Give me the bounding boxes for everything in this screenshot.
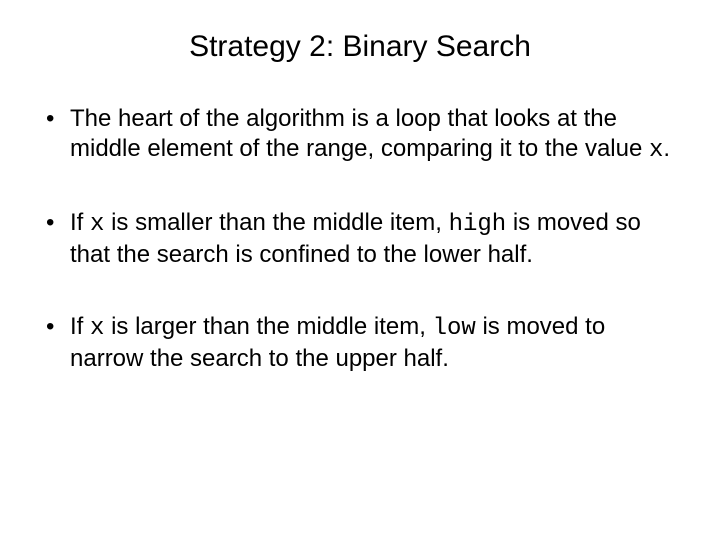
bullet-item: The heart of the algorithm is a loop tha… [40, 104, 680, 166]
bullet-list: The heart of the algorithm is a loop tha… [40, 104, 680, 374]
bullet-item: If x is smaller than the middle item, hi… [40, 208, 680, 270]
code-literal: low [433, 315, 476, 342]
bullet-text: If [70, 313, 90, 340]
code-literal: x [90, 315, 104, 342]
bullet-text: The heart of the algorithm is a loop tha… [70, 105, 649, 162]
slide-title: Strategy 2: Binary Search [40, 30, 680, 64]
bullet-text: is larger than the middle item, [104, 313, 432, 340]
bullet-text: . [663, 135, 670, 162]
code-literal: high [449, 211, 507, 238]
bullet-item: If x is larger than the middle item, low… [40, 312, 680, 374]
slide: Strategy 2: Binary Search The heart of t… [0, 0, 720, 540]
code-literal: x [90, 211, 104, 238]
code-literal: x [649, 137, 663, 164]
bullet-text: If [70, 209, 90, 236]
bullet-text: is smaller than the middle item, [104, 209, 448, 236]
